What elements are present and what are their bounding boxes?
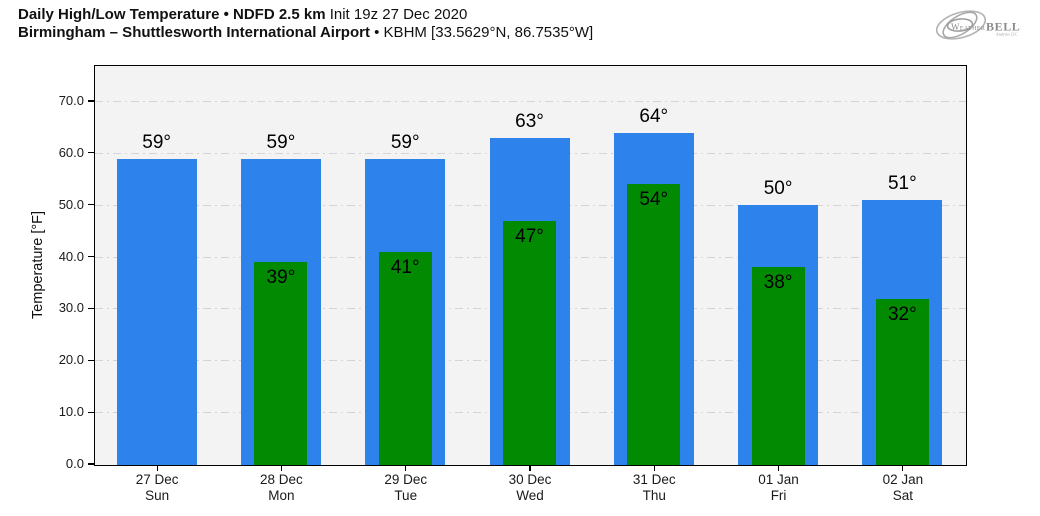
x-tick-day: Fri — [770, 488, 787, 503]
weatherbell-logo: Weather BELL Analytics LLC — [935, 10, 1020, 40]
x-tick-label: 02 Jan Sat — [841, 472, 965, 504]
x-tick-day: Sat — [892, 488, 913, 503]
x-axis-tick — [529, 465, 531, 471]
low-value-label: 38° — [763, 272, 793, 294]
y-axis-tick — [88, 100, 94, 102]
low-bar — [627, 184, 681, 465]
y-axis-tick — [88, 411, 94, 413]
plot-area: 59° 59° 39° 59° 41° 63° 47° 64° 54° 50° 38° 51° 32° — [93, 64, 967, 466]
low-value-label: 39° — [266, 267, 296, 289]
high-value-label: 64° — [639, 105, 669, 127]
x-tick-date: 01 Jan — [758, 472, 799, 487]
logo-text-sub: Analytics LLC — [996, 33, 1018, 37]
y-tick-label: 0.0 — [65, 456, 84, 471]
y-tick-label: 40.0 — [58, 248, 84, 264]
x-tick-day: Wed — [516, 488, 544, 503]
x-tick-date: 02 Jan — [882, 472, 924, 487]
x-axis-tick — [777, 465, 780, 471]
y-tick-label: 70.0 — [58, 93, 84, 108]
x-tick-day: Mon — [268, 488, 295, 503]
low-bar — [875, 298, 929, 465]
low-value-label: 47° — [515, 225, 544, 247]
chart-title-line1: Daily High/Low Temperature • NDFD 2.5 km… — [18, 6, 593, 24]
y-axis-tick — [88, 152, 94, 154]
x-tick-label: 30 Dec Wed — [468, 472, 592, 504]
title-bold: Daily High/Low Temperature • NDFD 2.5 km — [18, 6, 326, 23]
x-tick-label: 28 Dec Mon — [219, 472, 343, 504]
logo-text-weather: Weather — [951, 22, 985, 32]
x-axis-tick — [156, 465, 158, 471]
x-tick-date: 28 Dec — [260, 472, 303, 487]
y-axis-tick — [88, 463, 94, 465]
x-axis-tick — [902, 465, 904, 471]
x-tick-label: 01 Jan Fri — [716, 472, 840, 504]
logo-text-bell: BELL — [986, 20, 1020, 34]
y-axis-tick — [88, 359, 94, 361]
title-init: Init 19z 27 Dec 2020 — [325, 6, 468, 23]
x-axis-tick — [280, 465, 283, 471]
gridline — [94, 101, 966, 103]
y-axis-tick — [88, 204, 94, 206]
low-bar — [503, 220, 556, 465]
logo-swirl-icon — [935, 10, 987, 40]
high-value-label: 59° — [390, 131, 420, 153]
x-tick-day: Thu — [642, 488, 666, 503]
x-tick-date: 29 Dec — [384, 472, 428, 487]
low-bar — [378, 251, 432, 465]
x-tick-label: 27 Dec Sun — [95, 472, 219, 504]
high-value-label: 63° — [515, 110, 544, 132]
x-tick-day: Tue — [394, 488, 418, 503]
x-tick-day: Sun — [145, 488, 170, 503]
subtitle-station: • KBHM [33.5629°N, 86.7535°W] — [369, 23, 594, 41]
high-value-label: 59° — [266, 131, 296, 153]
chart-header: Daily High/Low Temperature • NDFD 2.5 km… — [18, 6, 593, 41]
y-tick-label: 30.0 — [58, 300, 84, 316]
x-tick-date: 27 Dec — [135, 472, 179, 487]
high-value-label: 59° — [142, 131, 172, 153]
y-tick-label: 10.0 — [58, 404, 84, 420]
x-axis-tick — [653, 465, 655, 471]
x-axis-tick — [405, 465, 407, 471]
chart-title-line2: Birmingham – Shuttlesworth International… — [18, 24, 593, 42]
y-axis-tick — [88, 255, 94, 258]
x-tick-date: 30 Dec — [508, 472, 552, 487]
low-bar — [254, 262, 308, 465]
y-tick-label: 20.0 — [58, 352, 84, 368]
low-bar — [751, 267, 805, 465]
subtitle-bold: Birmingham – Shuttlesworth International… — [18, 23, 370, 41]
x-tick-label: 29 Dec Tue — [344, 472, 468, 504]
low-value-label: 41° — [390, 256, 420, 278]
low-value-label: 32° — [887, 303, 917, 325]
high-value-label: 51° — [887, 173, 917, 195]
low-value-label: 54° — [639, 189, 669, 211]
high-value-label: 50° — [763, 178, 793, 200]
y-axis-tick — [88, 307, 94, 310]
x-tick-label: 31 Dec Thu — [592, 472, 716, 504]
high-bar — [116, 158, 197, 465]
x-tick-date: 31 Dec — [632, 472, 676, 487]
y-tick-label: 60.0 — [58, 144, 84, 160]
y-tick-label: 50.0 — [58, 196, 84, 212]
